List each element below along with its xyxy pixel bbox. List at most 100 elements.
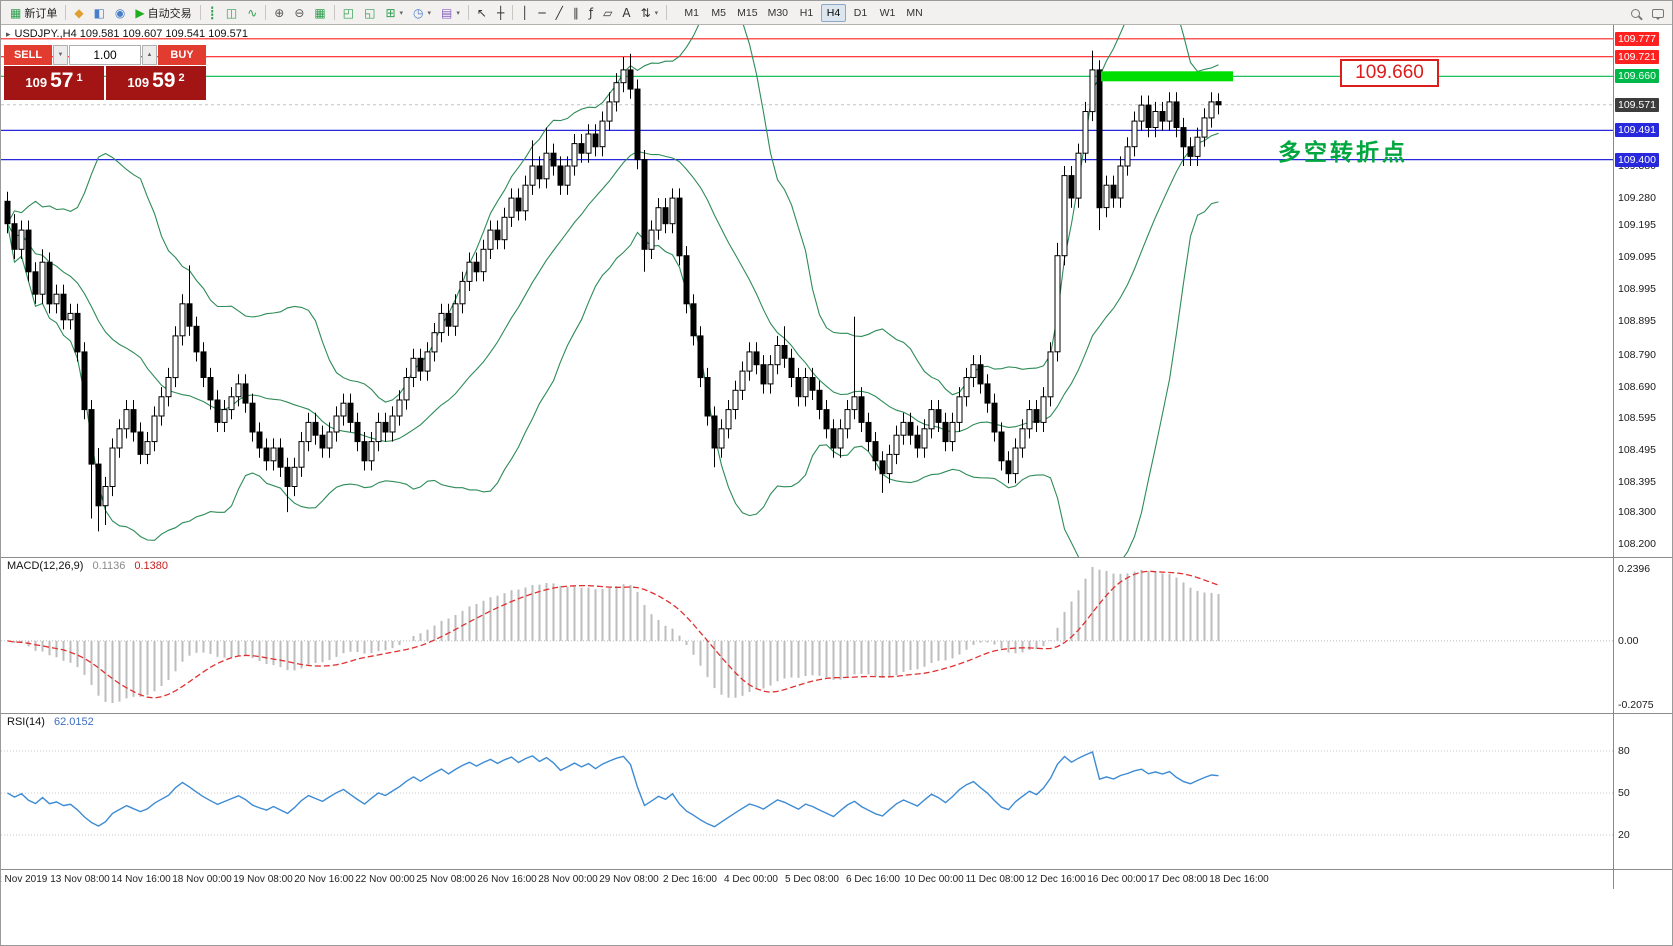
search-icon[interactable] (1631, 8, 1640, 18)
volume-decrease-button[interactable]: ▼ (53, 45, 68, 65)
turning-point-label[interactable]: 多空转折点 (1278, 139, 1408, 165)
price-annotation-box[interactable]: 109.660 (1340, 59, 1439, 87)
timeframe-H4[interactable]: H4 (821, 3, 847, 22)
timeframe-M30[interactable]: M30 (767, 6, 789, 19)
bid-pipette: 1 (76, 72, 83, 84)
tile-windows-icon: ◰ (342, 5, 355, 20)
time-label: 6 Dec 16:00 (846, 874, 900, 885)
bar-chart-button[interactable]: ┋ (204, 3, 221, 23)
highlight-rectangle[interactable] (1101, 71, 1233, 82)
indicators-button[interactable]: ⊞ ▾ (380, 3, 408, 23)
new-chart-button[interactable]: ◱ (359, 3, 380, 23)
price-level-badge: 109.491 (1615, 123, 1659, 138)
toolbar-separator (512, 5, 514, 20)
price-tick-label: 108.200 (1618, 538, 1656, 551)
indicator-scale-label: -0.2075 (1618, 699, 1654, 711)
templates-button[interactable]: ▤ ▾ (436, 3, 465, 23)
timeframe-M15[interactable]: M15 (737, 6, 758, 19)
rsi-label: RSI(14) (7, 716, 45, 728)
timeframe-MN[interactable]: MN (906, 6, 923, 19)
timeframe-M5[interactable]: M5 (711, 6, 726, 19)
price-axis[interactable]: 109.380109.280109.195109.095108.995108.8… (1613, 25, 1672, 889)
terminal-button[interactable]: ◉ (110, 3, 130, 23)
time-label: 5 Dec 08:00 (785, 874, 839, 885)
market-watch-icon: ◆ (74, 5, 84, 20)
toolbar-separator (666, 5, 668, 20)
timeframe-D1[interactable]: D1 (853, 6, 868, 19)
horizontal-line-button[interactable]: ─ (533, 3, 550, 23)
volume-input[interactable]: 1.00 (69, 45, 141, 65)
rsi-panel-canvas[interactable] (1, 713, 1613, 869)
bid-price-display[interactable]: 109 57 1 (4, 66, 104, 100)
new-order-button[interactable]: ▦ 新订单 (5, 3, 62, 23)
toolbar-separator (65, 5, 67, 20)
price-tick-label: 108.790 (1618, 349, 1656, 362)
horizontal-line-icon: ─ (538, 5, 546, 20)
chat-icon[interactable] (1652, 8, 1664, 20)
time-label: 17 Dec 08:00 (1148, 874, 1208, 885)
timeframe-W1[interactable]: W1 (879, 6, 896, 19)
zoom-in-button[interactable]: ⊕ (269, 3, 289, 23)
caret-down-icon: ▾ (399, 9, 404, 17)
time-label: 13 Nov 08:00 (50, 874, 110, 885)
channel-icon: ∥ (572, 5, 579, 20)
sell-button[interactable]: SELL (4, 45, 52, 65)
horizontal-level-lines[interactable] (1, 38, 1613, 161)
timeframe-M1[interactable]: M1 (684, 6, 699, 19)
cursor-icon: ↖ (476, 5, 487, 20)
new-chart-icon: ◱ (364, 5, 376, 20)
caret-down-icon: ▾ (654, 9, 659, 17)
candlestick-chart-button[interactable]: ◫ (221, 3, 242, 23)
cursor-button[interactable]: ↖ (472, 3, 492, 23)
time-label: 4 Dec 00:00 (724, 874, 778, 885)
periods-icon: ◷ (413, 5, 424, 20)
fibonacci-button[interactable]: ƒ (584, 3, 598, 23)
macd-value-signal: 0.1380 (134, 560, 169, 572)
macd-header: MACD(12,26,9) 0.1136 0.1380 (7, 560, 168, 572)
panel-separator[interactable] (1, 557, 1672, 558)
data-window-button[interactable]: ◧ (89, 3, 110, 23)
auto-trading-button[interactable]: ▶ 自动交易 (130, 3, 196, 23)
line-chart-icon: ∿ (247, 5, 258, 20)
timeframe-H1[interactable]: H1 (799, 6, 814, 19)
auto-trading-button-label: 自动交易 (147, 7, 192, 20)
channel-button[interactable]: ∥ (568, 3, 584, 23)
periods-button[interactable]: ◷ ▾ (408, 3, 436, 23)
grid-button[interactable]: ▦ (309, 3, 330, 23)
crosshair-button[interactable]: ┼ (492, 3, 509, 23)
volume-increase-button[interactable]: ▲ (142, 45, 157, 65)
macd-panel-canvas[interactable] (1, 557, 1613, 713)
templates-icon: ▤ (441, 5, 453, 20)
time-label: 14 Nov 16:00 (111, 874, 171, 885)
zoom-out-button[interactable]: ⊖ (289, 3, 309, 23)
indicator-scale-label: 80 (1618, 745, 1630, 757)
shapes-button[interactable]: ▱ (598, 3, 617, 23)
expand-arrow-icon[interactable]: ▸ (6, 28, 11, 39)
vertical-line-button[interactable]: │ (516, 3, 533, 23)
rsi-header: RSI(14) 62.0152 (7, 716, 94, 728)
macd-value-main: 0.1136 (92, 560, 126, 572)
one-click-trading-panel: SELL ▼ 1.00 ▲ BUY 109 57 1 109 59 2 (4, 45, 206, 100)
price-level-badge: 109.777 (1615, 31, 1659, 46)
panel-separator[interactable] (1, 713, 1672, 714)
price-chart-canvas[interactable] (1, 25, 1613, 557)
bar-chart-icon: ┋ (208, 5, 216, 20)
panel-separator[interactable] (1, 869, 1672, 870)
rsi-line (7, 751, 1219, 828)
time-label: 12 Dec 16:00 (1026, 874, 1086, 885)
price-level-badge: 109.721 (1615, 49, 1659, 64)
tile-windows-button[interactable]: ◰ (338, 3, 359, 23)
trendline-button[interactable]: ╱ (551, 3, 568, 23)
buy-button[interactable]: BUY (158, 45, 206, 65)
price-level-badge: 109.660 (1615, 69, 1659, 84)
text-button[interactable]: A (617, 3, 635, 23)
time-label: 28 Nov 00:00 (538, 874, 598, 885)
line-chart-button[interactable]: ∿ (242, 3, 262, 23)
chart-symbol-header: ▸ USDJPY.,H4 109.581 109.607 109.541 109… (6, 28, 248, 40)
arrows-button[interactable]: ⇅ ▾ (636, 3, 664, 23)
ask-price-display[interactable]: 109 59 2 (106, 66, 206, 100)
market-watch-button[interactable]: ◆ (69, 3, 88, 23)
indicators-icon: ⊞ (385, 5, 396, 20)
price-tick-label: 108.895 (1618, 315, 1656, 328)
